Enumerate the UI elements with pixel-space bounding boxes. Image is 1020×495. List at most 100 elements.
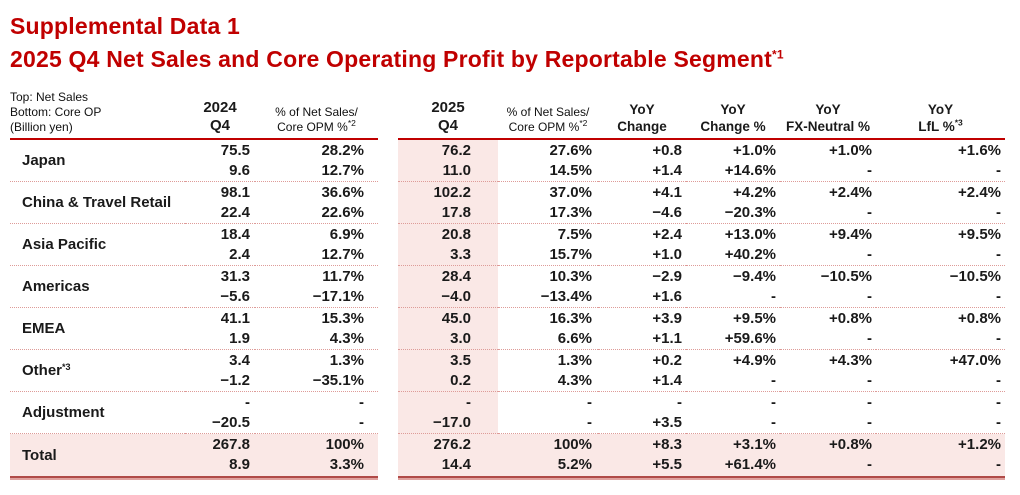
cell-2025-pct: 27.6% 14.5% [498, 140, 598, 182]
cell-2024-q4: 98.1 22.4 [185, 182, 255, 224]
net-sales-value: +8.3 [652, 436, 682, 453]
cell-yoy-fx-neutral: +2.4% - [780, 182, 876, 224]
cell-2024-pct: 1.3% −35.1% [255, 350, 378, 392]
segment-label: Adjustment [10, 392, 185, 434]
cell-2024-pct: 15.3% 4.3% [255, 308, 378, 350]
core-op-value: 22.6% [321, 204, 364, 221]
cell-yoy-change-pct: +9.5% +59.6% [686, 308, 780, 350]
net-sales-value: 37.0% [549, 184, 592, 201]
cell-2024-pct: - - [255, 392, 378, 434]
net-sales-value: 267.8 [212, 436, 250, 453]
core-op-value: 6.6% [557, 330, 592, 347]
col-header-2024-q4: 2024 Q4 [185, 99, 255, 135]
net-sales-value: −10.5% [949, 268, 1001, 285]
page-title: Supplemental Data 1 2025 Q4 Net Sales an… [10, 10, 1020, 76]
page-title-line2-text: 2025 Q4 Net Sales and Core Operating Pro… [10, 46, 772, 72]
table-row: Asia Pacific 18.4 2.4 6.9% 12.7% 20.8 3.… [10, 224, 1010, 266]
cell-2025-pct: - - [498, 392, 598, 434]
net-sales-value: - [867, 394, 872, 411]
unit-note: Top: Net Sales Bottom: Core OP (Billion … [10, 90, 185, 135]
cell-2024-pct: 100% 3.3% [255, 434, 378, 476]
segment-label-text: Other [22, 362, 63, 379]
segment-label-text: Japan [22, 152, 66, 169]
cell-2024-q4: 18.4 2.4 [185, 224, 255, 266]
core-op-value: 5.2% [557, 456, 592, 473]
core-op-value: −13.4% [540, 288, 592, 305]
net-sales-value: −9.4% [733, 268, 776, 285]
core-op-value: 22.4 [220, 204, 250, 221]
col-header-yoy-lfl-text: LfL % [918, 119, 955, 134]
core-op-value: 12.7% [321, 246, 364, 263]
core-op-value: 8.9 [229, 456, 250, 473]
net-sales-value: 102.2 [433, 184, 471, 201]
unit-note-line1: Top: Net Sales [10, 90, 89, 104]
core-op-value: +3.5 [652, 414, 682, 431]
col-header-2024-pct-text: Core OPM % [277, 120, 348, 134]
col-header-2024-quarter: Q4 [209, 117, 230, 134]
unit-note-line2: Bottom: Core OP [10, 105, 102, 119]
table-row: Adjustment - −20.5 - - - −17.0 - - - +3.… [10, 392, 1010, 434]
net-sales-value: 100% [325, 436, 364, 453]
cell-yoy-fx-neutral: +9.4% - [780, 224, 876, 266]
net-sales-value: +4.3% [829, 352, 872, 369]
core-op-value: - [867, 330, 872, 347]
cell-2025-pct: 7.5% 15.7% [498, 224, 598, 266]
unit-note-line3: (Billion yen) [10, 120, 73, 134]
cell-yoy-change: −2.9 +1.6 [598, 266, 686, 308]
core-op-value: 3.3% [329, 456, 364, 473]
footnote-ref-1: *1 [771, 47, 784, 62]
table-header-row: Top: Net Sales Bottom: Core OP (Billion … [10, 90, 1010, 138]
cell-yoy-change-pct: +4.2% −20.3% [686, 182, 780, 224]
core-op-value: 12.7% [321, 162, 364, 179]
cell-yoy-fx-neutral: - - [780, 392, 876, 434]
core-op-value: - [359, 414, 364, 431]
cell-yoy-lfl: +2.4% - [876, 182, 1005, 224]
net-sales-value: +0.8% [829, 310, 872, 327]
table-bottom-rule-left [10, 476, 378, 480]
core-op-value: +5.5 [652, 456, 682, 473]
core-op-value: - [867, 414, 872, 431]
header-underline-left [10, 138, 378, 140]
cell-yoy-fx-neutral: +1.0% - [780, 140, 876, 182]
column-gap [378, 140, 398, 182]
cell-2025-q4: 20.8 3.3 [398, 224, 498, 266]
column-gap [378, 308, 398, 350]
cell-2025-q4: 76.2 11.0 [398, 140, 498, 182]
segment-label-text: Adjustment [22, 404, 105, 421]
cell-yoy-lfl: - - [876, 392, 1005, 434]
core-op-value: 3.0 [450, 330, 471, 347]
col-header-2025: 2025 [431, 99, 465, 116]
table-body: Japan 75.5 9.6 28.2% 12.7% 76.2 11.0 27.… [10, 140, 1010, 476]
net-sales-value: +3.1% [733, 436, 776, 453]
table-row: Americas 31.3 −5.6 11.7% −17.1% 28.4 −4.… [10, 266, 1010, 308]
segment-label-text: Asia Pacific [22, 236, 107, 253]
segment-label: Other *3 [10, 350, 185, 392]
net-sales-value: +4.9% [733, 352, 776, 369]
segment-label-text: Americas [22, 278, 90, 295]
net-sales-value: 1.3% [329, 352, 364, 369]
net-sales-value: 3.4 [229, 352, 250, 369]
segment-label: Americas [10, 266, 185, 308]
table-row: Other *3 3.4 −1.2 1.3% −35.1% 3.5 0.2 1.3… [10, 350, 1010, 392]
core-op-value: +1.1 [652, 330, 682, 347]
cell-2024-pct: 11.7% −17.1% [255, 266, 378, 308]
core-op-value: +1.6 [652, 288, 682, 305]
cell-yoy-lfl: +1.2% - [876, 434, 1005, 476]
core-op-value: +1.4 [652, 372, 682, 389]
cell-yoy-lfl: −10.5% - [876, 266, 1005, 308]
core-op-value: +1.0 [652, 246, 682, 263]
cell-2025-pct: 37.0% 17.3% [498, 182, 598, 224]
cell-yoy-change-pct: −9.4% - [686, 266, 780, 308]
col-header-2024-pct-line2: Core OPM %*2 [255, 119, 378, 135]
segment-label-text: EMEA [22, 320, 66, 337]
segment-label: Japan [10, 140, 185, 182]
core-op-value: −17.1% [312, 288, 364, 305]
net-sales-value: - [587, 394, 592, 411]
cell-2025-pct: 10.3% −13.4% [498, 266, 598, 308]
segment-label: China & Travel Retail [10, 182, 185, 224]
core-op-value: 1.9 [229, 330, 250, 347]
table-row: China & Travel Retail 98.1 22.4 36.6% 22… [10, 182, 1010, 224]
col-header-2024-pct: % of Net Sales/ Core OPM %*2 [255, 105, 378, 135]
core-op-value: - [996, 456, 1001, 473]
col-header-yoy-change: YoY Change [598, 101, 686, 135]
